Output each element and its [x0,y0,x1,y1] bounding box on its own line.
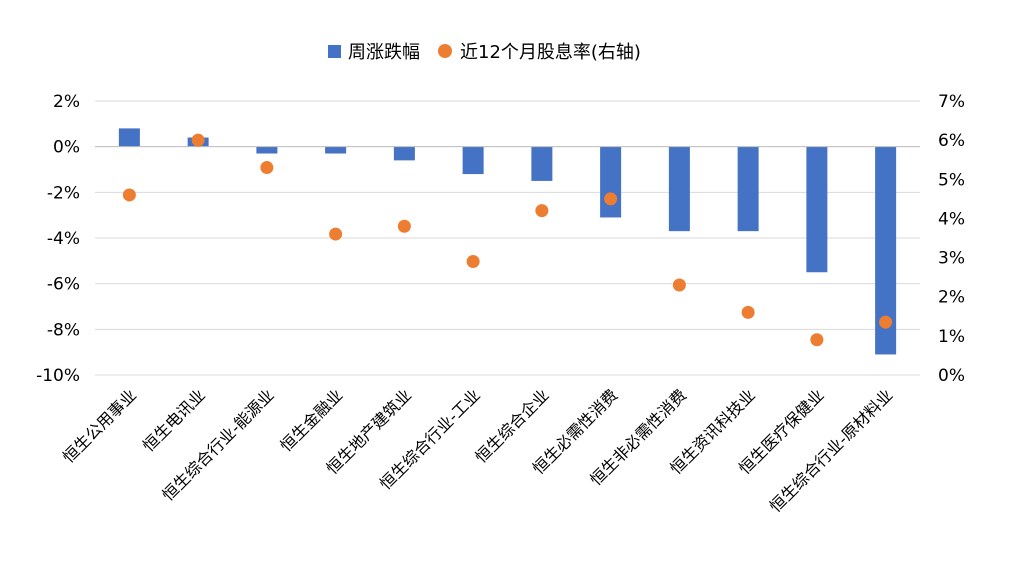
bar [806,146,828,273]
dot [122,188,136,202]
left-tick-label: 0% [53,138,80,158]
left-tick-label: 2% [53,92,80,112]
dot [879,315,893,329]
right-tick-label: 6% [938,131,965,151]
right-tick-label: 4% [938,209,965,229]
legend-swatch-dot [438,44,452,58]
bar [600,146,622,218]
legend-label-bar: 周涨跌幅 [348,42,420,63]
left-tick-label: -4% [47,229,80,249]
bar [256,146,278,154]
bar [325,146,347,154]
legend-label-dot: 近12个月股息率(右轴) [460,42,641,63]
bar [393,146,415,161]
right-axis: 7% 6% 5% 4% 3% 2% 1% 0% [938,92,965,386]
dot [604,192,618,206]
legend: 周涨跌幅 近12个月股息率(右轴) [328,42,641,63]
left-tick-label: -8% [47,320,80,340]
dot [191,133,205,147]
bar-series [118,128,897,355]
dot [535,204,549,218]
bar [462,146,484,175]
gridlines [95,100,920,376]
bar [531,146,553,181]
dot [329,227,343,241]
bar [668,146,690,232]
dot-series [122,133,893,347]
left-tick-label: -2% [47,183,80,203]
right-tick-label: 5% [938,170,965,190]
dot [466,254,480,268]
category-label: 恒生金融业 [276,385,346,455]
category-label: 恒生综合行业-原材料业 [766,385,897,516]
right-tick-label: 0% [938,366,965,386]
left-axis: 2% 0% -2% -4% -6% -8% -10% [36,92,80,386]
dot [672,278,686,292]
bar [875,146,897,355]
right-tick-label: 7% [938,92,965,112]
dot [260,161,274,175]
category-label: 恒生公用事业 [59,385,140,466]
category-labels: 恒生公用事业恒生电讯业恒生综合行业-能源业恒生金融业恒生地产建筑业恒生综合行业-… [59,385,897,516]
dot [741,305,755,319]
bar [118,128,140,147]
right-tick-label: 2% [938,288,965,308]
category-label: 恒生电讯业 [139,385,209,455]
dot [810,333,824,347]
bar [737,146,759,232]
dot [397,219,411,233]
left-tick-label: -6% [47,275,80,295]
right-tick-label: 3% [938,249,965,269]
right-tick-label: 1% [938,327,965,347]
legend-swatch-bar [328,45,341,58]
left-tick-label: -10% [36,366,80,386]
